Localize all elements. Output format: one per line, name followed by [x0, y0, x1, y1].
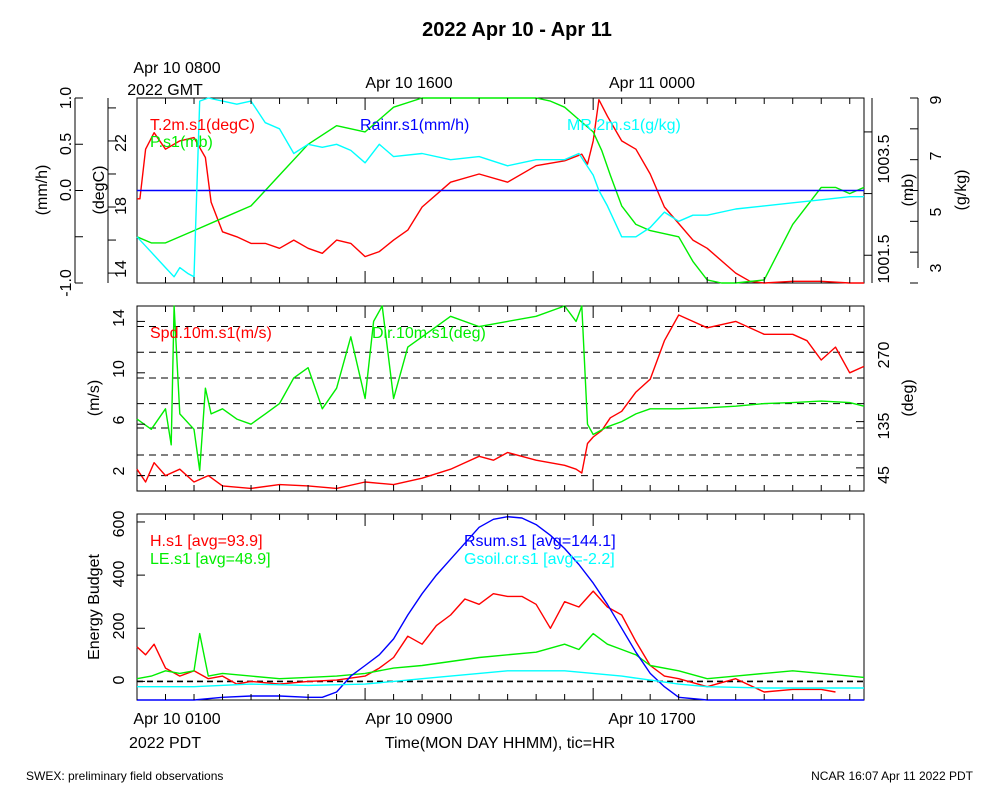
gmt-label-0: Apr 10 0800 — [133, 60, 220, 77]
series-line-p-s1-mb — [136, 97, 865, 284]
series-line-h-s1-avg-93-9 — [136, 590, 836, 693]
x-axis-label: Time(MON DAY HHMM), tic=HR — [385, 735, 615, 752]
pdt-label-0: Apr 10 0100 — [133, 711, 220, 728]
legend-layer: T.2m.s1(degC)P.s1(mb) Rainr.s1(mm/h) MR.2m… — [150, 117, 681, 568]
legend-le-s1-avg-48-9: LE.s1 [avg=48.9] — [150, 551, 271, 568]
rain-tick-label: 1.0 — [58, 87, 75, 109]
legend-rainr-s1-mm-h: Rainr.s1(mm/h) — [360, 117, 469, 134]
mr-axis-label: (g/kg) — [953, 170, 970, 211]
legend-spd-10m-s1-m-s: Spd.10m.s1(m/s) — [150, 325, 272, 342]
pdt-label-2: Apr 10 1700 — [608, 711, 695, 728]
energy-tick-label: 0 — [111, 675, 128, 684]
series-line-t-2m-s1-degc — [137, 98, 864, 284]
series-line-gsoil-cr-s1-avg-2-2 — [137, 670, 864, 689]
legend-mr-2m-s1-g-kg: MR.2m.s1(g/kg) — [567, 117, 681, 134]
spd-tick-label: 2 — [111, 466, 128, 475]
chart-title: 2022 Apr 10 - Apr 11 — [422, 19, 612, 41]
legend-dir-10m-s1-deg: Dir.10m.s1(deg) — [372, 325, 486, 342]
legend-gsoil-cr-s1-avg-2-2: Gsoil.cr.s1 [avg=-2.2] — [464, 551, 615, 568]
footer-left: SWEX: preliminary field observations — [26, 769, 223, 783]
dir-axis-label: (deg) — [900, 379, 917, 416]
pres-axis-label: (mb) — [900, 174, 917, 207]
spd-tick-label: 10 — [111, 360, 128, 378]
energy-tick-label: 600 — [111, 511, 128, 538]
footer-right: NCAR 16:07 Apr 11 2022 PDT — [811, 769, 974, 783]
tick-layer — [75, 97, 918, 700]
pdt-origin-label: 2022 PDT — [129, 735, 201, 752]
series-line-le-s1-avg-48-9 — [136, 632, 865, 680]
gmt-origin-label: 2022 GMT — [127, 82, 203, 99]
gmt-label-2: Apr 11 0000 — [609, 75, 695, 92]
bottom-panel-frame — [136, 513, 865, 701]
dir-tick-label: 135 — [876, 413, 893, 440]
rain-tick-label: 0.5 — [58, 133, 75, 155]
series-line-rsum-s1-avg-144-1 — [137, 516, 864, 701]
spd-axis-label: (m/s) — [86, 380, 103, 416]
series-line-mr-2m-s1-g-kg — [136, 97, 864, 278]
temp-tick-label: 22 — [113, 134, 130, 152]
temp-tick-label: 18 — [113, 197, 130, 215]
mr-tick-label: 7 — [928, 151, 945, 160]
temp-axis-label: (degC) — [91, 166, 108, 215]
legend-t-2m-s1-degc: T.2m.s1(degC) — [150, 117, 255, 134]
spd-tick-label: 6 — [111, 415, 128, 424]
rain-axis-label: (mm/h) — [34, 165, 51, 216]
pdt-label-1: Apr 10 0900 — [365, 711, 452, 728]
legend-rsum-s1-avg-144-1: Rsum.s1 [avg=144.1] — [464, 533, 616, 550]
temp-tick-label: 14 — [113, 260, 130, 278]
gmt-label-1: Apr 10 1600 — [365, 75, 452, 92]
energy-tick-label: 200 — [111, 613, 128, 640]
rain-tick-label: -1.0 — [58, 269, 75, 297]
spd-tick-label: 14 — [111, 309, 128, 327]
energy-axis-label: Energy Budget — [86, 554, 103, 660]
series-layer — [136, 97, 865, 701]
legend-p-s1-mb: P.s1(mb) — [150, 134, 213, 151]
grid-layer — [137, 190, 864, 683]
legend-h-s1-avg-93-9: H.s1 [avg=93.9] — [150, 533, 263, 550]
mr-tick-label: 9 — [928, 95, 945, 104]
pres-tick-label: 1003.5 — [876, 134, 893, 183]
series-line-dir-10m-s1-deg — [136, 305, 865, 472]
energy-tick-label: 400 — [111, 561, 128, 588]
pres-tick-label: 1001.5 — [876, 234, 893, 283]
rain-tick-label: 0.0 — [58, 179, 75, 201]
dir-tick-label: 270 — [876, 342, 893, 369]
middle-panel-frame — [136, 305, 865, 492]
mr-tick-label: 3 — [928, 263, 945, 272]
mr-tick-label: 5 — [928, 207, 945, 216]
dir-tick-label: 45 — [876, 466, 893, 484]
